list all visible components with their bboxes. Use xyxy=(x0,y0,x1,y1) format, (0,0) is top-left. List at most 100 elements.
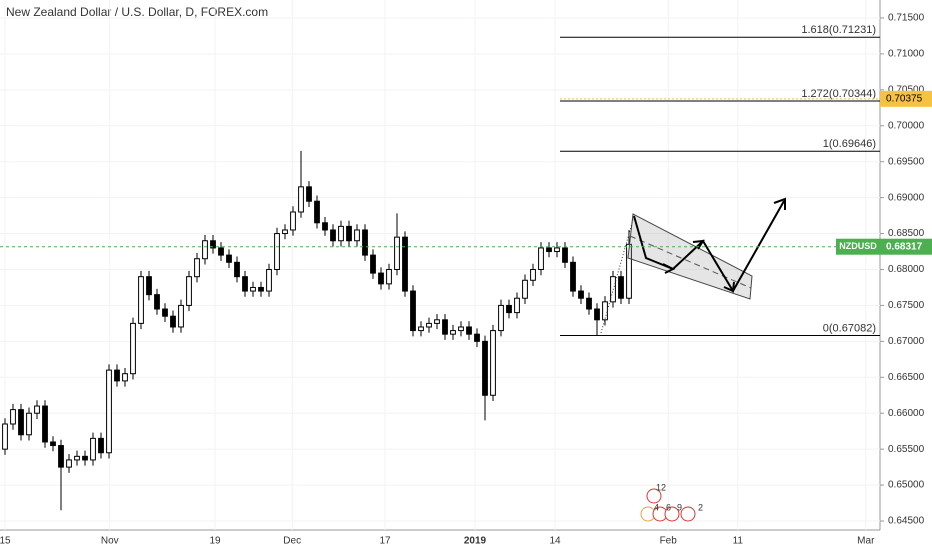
event-count: 4 xyxy=(654,502,659,512)
candle-body xyxy=(314,200,320,224)
candle-body xyxy=(154,294,160,310)
y-tick-label: 0.71500 xyxy=(888,13,925,24)
candle-body xyxy=(402,236,408,292)
y-tick-label: 0.65000 xyxy=(888,480,925,491)
y-tick-label: 0.64500 xyxy=(888,516,925,527)
y-tick-label: 0.66500 xyxy=(888,372,925,383)
candle-body xyxy=(122,373,128,382)
candle-body xyxy=(498,304,504,332)
y-tick-label: 0.69000 xyxy=(888,192,925,203)
y-tick-label: 0.68000 xyxy=(888,264,925,275)
candle-body xyxy=(426,322,432,328)
candle-body xyxy=(250,286,256,292)
candle-body xyxy=(418,326,424,332)
dotted-leg xyxy=(600,215,635,334)
candle-body xyxy=(10,409,16,425)
candle-body xyxy=(482,340,488,396)
drawing xyxy=(600,197,786,334)
event-icon xyxy=(680,506,696,522)
candle-body xyxy=(530,268,536,281)
candle-body xyxy=(450,330,456,335)
candle-body xyxy=(362,229,368,256)
candle-body xyxy=(274,233,280,270)
candle-body xyxy=(338,225,344,242)
candle-body xyxy=(442,319,448,335)
candle-body xyxy=(514,297,520,314)
candle-body xyxy=(570,261,576,292)
candle-body xyxy=(538,247,544,270)
y-tick-label: 0.70500 xyxy=(888,84,925,95)
candle-body xyxy=(130,322,136,375)
chart-title: New Zealand Dollar / U.S. Dollar, D, FOR… xyxy=(6,5,268,19)
candle-body xyxy=(234,261,240,278)
candle-body xyxy=(138,276,144,324)
candle-body xyxy=(186,276,192,306)
last-price-label: 0.68317 xyxy=(886,241,923,252)
candle-body xyxy=(458,326,464,332)
candle-body xyxy=(618,276,624,299)
y-tick-label: 0.67000 xyxy=(888,336,925,347)
y-tick-label: 0.69500 xyxy=(888,156,925,167)
candle-body xyxy=(322,222,328,231)
candle-body xyxy=(506,304,512,314)
event-count: 2 xyxy=(698,502,703,512)
candle-body xyxy=(434,319,440,324)
y-tick-label: 0.71000 xyxy=(888,49,925,60)
candle-body xyxy=(146,276,152,296)
candle-body xyxy=(2,423,8,450)
candle-body xyxy=(210,240,216,249)
candle-body xyxy=(202,240,208,260)
candle-body xyxy=(266,268,272,292)
x-tick-label: Mar xyxy=(857,536,875,547)
last-price-badge xyxy=(880,238,932,255)
y-tick-label: 0.67500 xyxy=(888,300,925,311)
arrow-head xyxy=(723,281,735,293)
candle-body xyxy=(594,308,600,321)
candle-body xyxy=(58,445,64,468)
candle-body xyxy=(82,455,88,461)
candle-body xyxy=(162,308,168,317)
x-tick-label: Nov xyxy=(101,536,119,547)
candle-body xyxy=(66,459,72,468)
candle-body xyxy=(90,437,96,461)
candle-body xyxy=(474,333,480,342)
candle-body xyxy=(34,405,40,414)
candle-body xyxy=(394,236,400,270)
symbol-label: NZDUSD xyxy=(839,241,877,251)
y-tick-label: 0.70000 xyxy=(888,120,925,131)
candle-body xyxy=(586,297,592,310)
y-tick-label: 0.68500 xyxy=(888,228,925,239)
candle-body xyxy=(578,290,584,299)
candle-body xyxy=(346,225,352,242)
fib-label: 1.618(0.71231) xyxy=(801,24,876,36)
arrow-head xyxy=(773,197,786,210)
candle-body xyxy=(106,369,112,454)
candle-body xyxy=(258,286,264,292)
fib-label: 0(0.67082) xyxy=(823,322,876,334)
candle-body xyxy=(50,441,56,447)
event-count: 12 xyxy=(656,482,666,492)
arrow-head xyxy=(692,239,705,250)
x-tick-label: Feb xyxy=(660,536,678,547)
x-tick-label: 2019 xyxy=(464,536,487,547)
candle-body xyxy=(306,186,312,202)
x-tick-label: Dec xyxy=(283,536,301,547)
symbol-badge xyxy=(836,238,880,255)
candle-body xyxy=(218,247,224,256)
candle-body xyxy=(98,437,104,454)
x-tick-label: 19 xyxy=(209,536,221,547)
candle-body xyxy=(554,247,560,253)
candle-body xyxy=(290,211,296,231)
y-tick-label: 0.66000 xyxy=(888,408,925,419)
candle-body xyxy=(194,258,200,278)
candle-body xyxy=(410,290,416,332)
x-tick-label: 17 xyxy=(379,536,391,547)
x-tick-label: 11 xyxy=(733,536,744,547)
candle-body xyxy=(298,186,304,213)
candle-body xyxy=(466,326,472,335)
x-tick-label: 14 xyxy=(549,536,561,547)
candle-body xyxy=(242,276,248,292)
fib-label: 1(0.69646) xyxy=(823,138,876,150)
candle-body xyxy=(226,254,232,263)
